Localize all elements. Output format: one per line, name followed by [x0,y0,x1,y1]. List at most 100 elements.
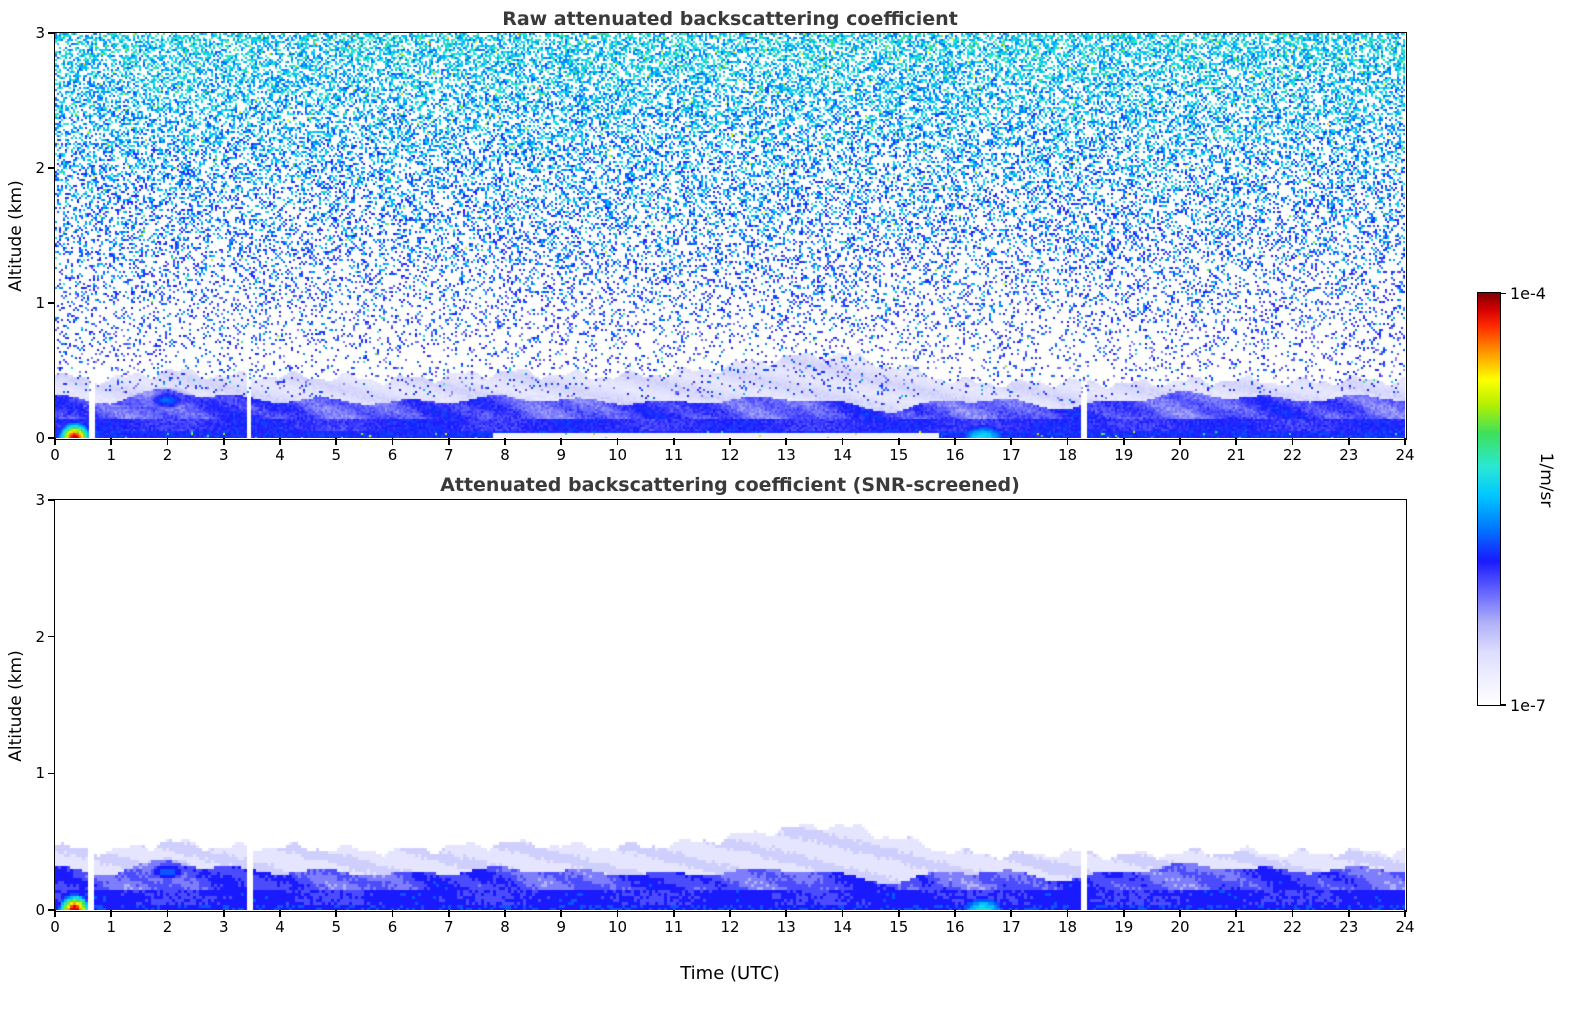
x-tick-label: 13 [776,918,796,936]
top-y-axis-label: Altitude (km) [6,180,26,292]
x-tick [279,438,281,445]
colorbar-max-tick [1500,292,1506,294]
x-tick [897,910,900,917]
x-tick [447,438,450,445]
x-tick [1066,910,1069,917]
x-tick [335,438,338,445]
colorbar-gradient [1478,293,1500,705]
x-tick-label: 8 [500,918,510,936]
x-axis-label: Time (UTC) [680,963,780,984]
x-tick-label: 7 [443,446,454,464]
x-tick [1179,910,1181,917]
x-tick [616,438,619,445]
x-tick [1010,438,1013,445]
x-tick [54,910,56,917]
x-tick [1066,438,1069,445]
y-tick [48,167,55,169]
x-tick-label: 16 [945,446,965,464]
y-tick-label: 2 [35,159,45,177]
x-tick-label: 4 [275,918,285,936]
x-tick-label: 23 [1339,918,1359,936]
x-tick [1347,910,1350,917]
x-tick [166,910,169,917]
x-tick-label: 23 [1339,446,1359,464]
x-tick-label: 17 [1001,446,1021,464]
x-tick-label: 9 [556,918,567,936]
y-tick [48,772,55,775]
x-tick [110,438,113,445]
y-tick [48,499,55,501]
x-tick-label: 24 [1395,446,1415,464]
x-tick [1235,910,1238,917]
y-tick [48,32,55,34]
y-tick-label: 1 [35,764,45,783]
x-tick [447,910,450,917]
x-tick [672,438,675,445]
x-tick-label: 9 [556,446,567,464]
bottom-y-axis-label: Altitude (km) [6,650,26,762]
x-tick-label: 7 [443,918,454,936]
x-tick [560,910,563,917]
colorbar-min-tick [1500,704,1506,706]
x-tick-label: 2 [162,918,173,936]
x-tick-label: 1 [106,918,117,936]
bottom-panel-title: Attenuated backscattering coefficient (S… [440,474,1020,496]
x-tick-label: 13 [776,446,796,464]
x-tick [1404,910,1406,917]
x-tick-label: 3 [218,446,229,464]
x-tick-label: 16 [945,918,965,936]
x-tick [954,438,956,445]
x-tick [785,438,788,445]
x-tick [54,438,56,445]
y-tick-label: 0 [35,429,45,447]
x-tick-label: 0 [50,918,60,936]
x-tick-label: 20 [1170,918,1190,936]
x-tick-label: 17 [1001,918,1021,936]
y-tick [48,302,55,304]
x-tick-label: 1 [106,446,117,464]
x-tick [672,910,675,917]
x-tick-label: 18 [1057,446,1078,464]
x-tick [1122,910,1125,917]
x-tick-label: 11 [664,918,684,936]
x-tick-label: 10 [607,918,628,936]
x-tick-label: 6 [387,446,398,464]
x-tick [841,910,844,917]
x-tick-label: 18 [1057,918,1078,936]
x-tick-label: 14 [832,446,853,464]
x-tick-label: 3 [218,918,229,936]
x-tick [1235,438,1238,445]
x-tick-label: 0 [50,446,60,464]
x-tick-label: 5 [331,918,342,936]
x-tick [954,910,956,917]
x-tick [1291,910,1294,917]
x-tick [110,910,113,917]
x-tick-label: 8 [500,446,510,464]
x-tick [729,438,731,445]
x-tick-label: 12 [720,918,740,936]
colorbar-unit-label: 1/m/sr [1536,452,1556,508]
screened-backscatter-heatmap [55,500,1405,910]
y-tick-label: 0 [35,901,45,919]
x-tick-label: 19 [1114,918,1134,936]
x-tick [729,910,731,917]
raw-backscatter-heatmap [55,33,1405,438]
top-panel-title: Raw attenuated backscattering coefficien… [502,8,958,30]
x-tick [391,910,394,917]
y-tick [48,437,55,439]
x-tick-label: 22 [1282,918,1303,936]
colorbar-max-tick-label: 1e-4 [1510,284,1546,303]
x-tick-label: 5 [331,446,342,464]
x-tick-label: 14 [832,918,853,936]
x-tick [841,438,844,445]
x-tick [391,438,394,445]
x-tick [1179,438,1181,445]
x-tick-label: 19 [1114,446,1134,464]
x-tick-label: 2 [162,446,173,464]
x-tick [560,438,563,445]
x-tick-label: 21 [1226,446,1246,464]
x-tick [222,910,225,917]
x-tick-label: 15 [889,918,909,936]
y-tick [48,635,55,638]
